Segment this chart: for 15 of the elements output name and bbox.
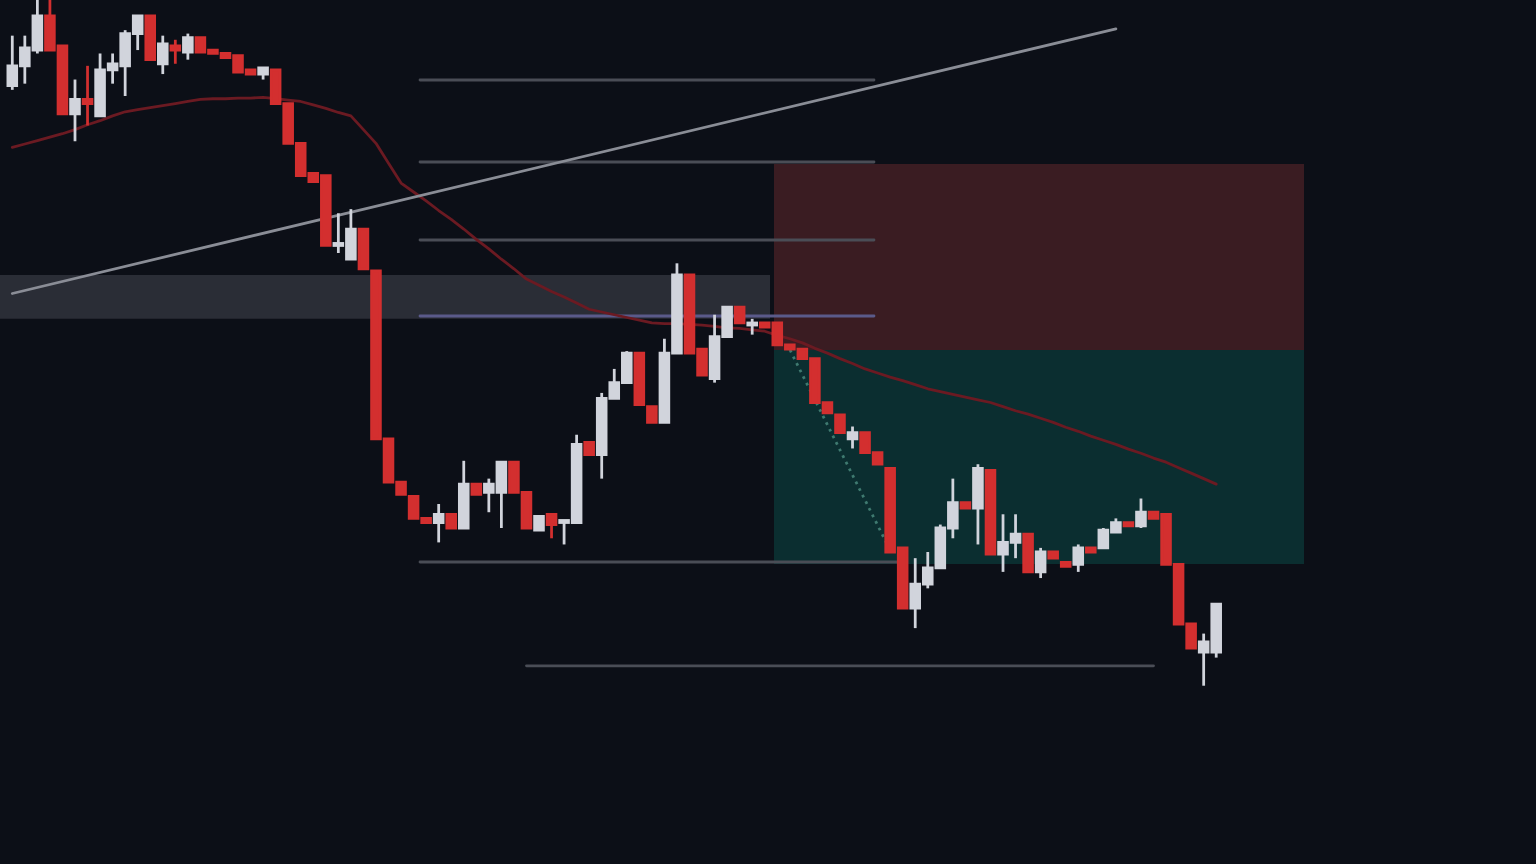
candlestick (169, 38, 182, 66)
candlestick (846, 425, 859, 450)
candlestick (1034, 546, 1047, 580)
candlestick (69, 78, 81, 143)
candlestick (545, 512, 558, 540)
candlestick (1072, 543, 1085, 574)
candlestick (1022, 532, 1034, 574)
candlestick (157, 34, 169, 76)
candlestick (432, 502, 445, 544)
candlestick (972, 462, 984, 546)
candlestick (182, 32, 194, 62)
candlestick (457, 459, 470, 530)
candlestick (81, 64, 94, 127)
candlestick (1135, 497, 1147, 530)
candlestick (144, 14, 157, 62)
